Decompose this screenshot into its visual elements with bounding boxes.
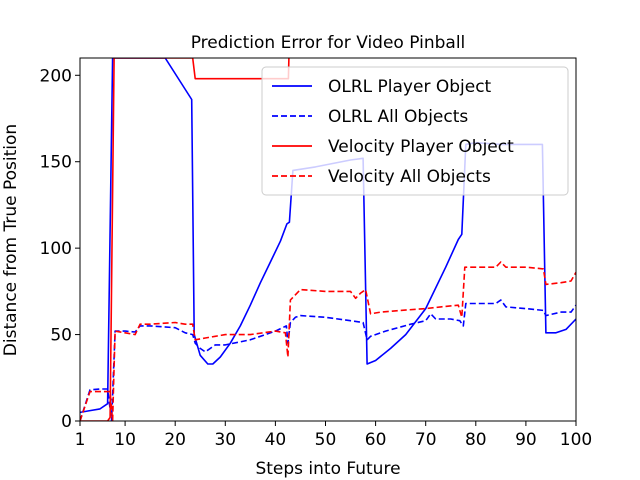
x-axis-label: Steps into Future [255, 459, 400, 479]
legend-box [261, 66, 569, 196]
x-tick-label: 30 [214, 430, 236, 450]
x-tick-label: 50 [315, 430, 337, 450]
x-tick-label: 100 [560, 430, 592, 450]
y-tick-label: 50 [50, 326, 72, 346]
x-tick-label: 60 [365, 430, 387, 450]
ticks-group: 1 10 20 30 40 50 60 70 80 90 100 0 50 100 150 200 [40, 66, 593, 450]
y-tick-label: 200 [40, 66, 72, 86]
legend-label-velocity-player-object: Velocity Player Object [328, 137, 514, 157]
plot-frame [79, 57, 577, 422]
y-axis-label: Distance from True Position [1, 124, 21, 356]
y-tick-label: 100 [40, 239, 72, 259]
x-tick-label: 90 [515, 430, 537, 450]
x-tick-label: 40 [265, 430, 287, 450]
x-tick-label: 1 [75, 430, 86, 450]
x-tick-label: 70 [415, 430, 437, 450]
y-tick-label: 0 [61, 412, 72, 432]
x-tick-label: 80 [465, 430, 487, 450]
legend-label-olrl-player-object: OLRL Player Object [328, 77, 492, 97]
legend-label-olrl-all-objects: OLRL All Objects [328, 107, 468, 127]
legend-label-velocity-all-objects: Velocity All Objects [328, 167, 491, 187]
x-tick-label: 10 [114, 430, 136, 450]
y-tick-label: 150 [40, 153, 72, 173]
series-line-velocity-all-objects [80, 261, 576, 421]
legend: OLRL Player Object OLRL All Objects Veloci… [261, 66, 569, 196]
x-tick-label: 20 [164, 430, 186, 450]
chart-title: Prediction Error for Video Pinball [191, 33, 466, 53]
